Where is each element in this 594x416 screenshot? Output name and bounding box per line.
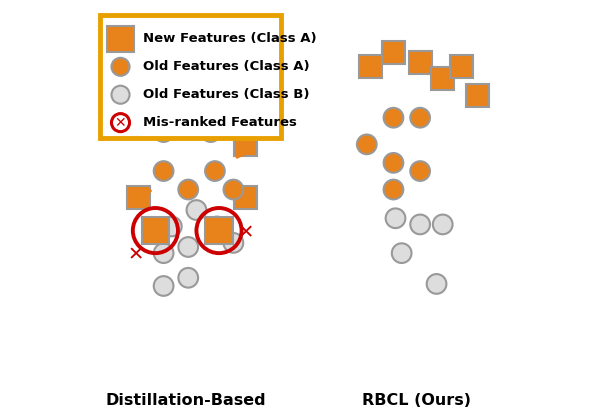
Text: Old Features (Class B): Old Features (Class B)	[143, 88, 309, 101]
Bar	[141, 217, 169, 244]
Circle shape	[178, 180, 198, 199]
Bar	[205, 217, 233, 244]
Text: ✕: ✕	[238, 223, 254, 242]
Circle shape	[178, 237, 198, 257]
Circle shape	[178, 268, 198, 287]
Text: Distillation-Based: Distillation-Based	[106, 394, 267, 409]
Text: Mis-ranked Features: Mis-ranked Features	[143, 116, 297, 129]
Bar	[466, 84, 489, 106]
Bar	[189, 90, 212, 113]
Text: RBCL (Ours): RBCL (Ours)	[362, 394, 470, 409]
Bar	[450, 55, 473, 78]
Text: New Features (Class A): New Features (Class A)	[143, 32, 317, 45]
Circle shape	[384, 180, 403, 199]
Circle shape	[223, 233, 243, 253]
Circle shape	[384, 153, 403, 173]
Circle shape	[154, 243, 173, 263]
Circle shape	[154, 122, 173, 142]
Circle shape	[433, 215, 453, 234]
Bar	[234, 186, 257, 209]
Bar	[128, 90, 150, 113]
Bar	[359, 55, 383, 78]
Circle shape	[384, 108, 403, 128]
Circle shape	[223, 180, 243, 199]
Text: Old Features (Class A): Old Features (Class A)	[143, 60, 309, 73]
Circle shape	[410, 215, 430, 234]
FancyBboxPatch shape	[100, 15, 280, 138]
Circle shape	[410, 161, 430, 181]
Circle shape	[112, 114, 129, 131]
Circle shape	[205, 161, 225, 181]
Text: ✕: ✕	[115, 116, 127, 130]
Circle shape	[187, 200, 206, 220]
Circle shape	[154, 161, 173, 181]
Circle shape	[357, 134, 377, 154]
Circle shape	[112, 58, 129, 76]
Circle shape	[426, 274, 447, 294]
Circle shape	[162, 217, 182, 236]
Circle shape	[201, 122, 220, 142]
Circle shape	[410, 108, 430, 128]
Circle shape	[207, 217, 227, 236]
Circle shape	[386, 208, 405, 228]
Circle shape	[392, 243, 412, 263]
Bar	[382, 40, 405, 64]
Bar	[431, 67, 454, 90]
Bar	[128, 186, 150, 209]
Bar	[108, 26, 134, 52]
Bar	[234, 133, 257, 156]
Circle shape	[112, 86, 129, 104]
Text: ✕: ✕	[128, 246, 144, 265]
Bar	[409, 51, 432, 74]
Circle shape	[154, 276, 173, 296]
